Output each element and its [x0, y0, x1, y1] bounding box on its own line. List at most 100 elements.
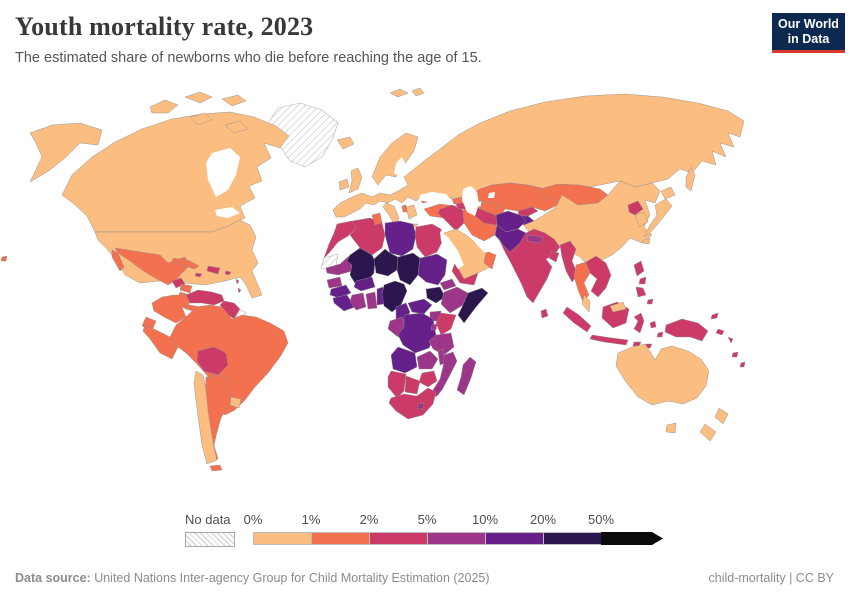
- region-uruguay[interactable]: [229, 396, 242, 409]
- region-chad[interactable]: [396, 252, 421, 286]
- region-libya[interactable]: [384, 220, 417, 257]
- region-mozambique[interactable]: [432, 351, 458, 398]
- region-chile[interactable]: [193, 370, 218, 465]
- region-oman[interactable]: [483, 250, 497, 270]
- region-svalbard[interactable]: [411, 87, 425, 97]
- region-arctic-islands[interactable]: [184, 91, 213, 104]
- region-japan[interactable]: [660, 186, 676, 200]
- legend-bin[interactable]: [311, 532, 369, 545]
- region-japan[interactable]: [643, 198, 673, 238]
- region-south-korea[interactable]: [634, 211, 649, 228]
- region-philippines[interactable]: [635, 286, 647, 298]
- region-drc[interactable]: [397, 312, 437, 354]
- region-venezuela[interactable]: [185, 289, 225, 306]
- region-malaysia-borneo[interactable]: [609, 301, 627, 313]
- region-bismarck[interactable]: [710, 312, 719, 320]
- region-morocco[interactable]: [323, 220, 358, 259]
- region-europe-russia[interactable]: [332, 93, 745, 218]
- region-ghana[interactable]: [365, 291, 378, 310]
- region-albania[interactable]: [401, 204, 408, 213]
- region-new-guinea[interactable]: [664, 318, 709, 342]
- region-madagascar[interactable]: [456, 356, 477, 396]
- region-zambia[interactable]: [416, 350, 439, 370]
- region-sakhalin[interactable]: [685, 166, 696, 192]
- region-philippines[interactable]: [633, 260, 645, 277]
- region-solomon[interactable]: [715, 328, 725, 336]
- region-new-zealand[interactable]: [699, 423, 717, 442]
- region-honduras[interactable]: [179, 283, 193, 294]
- region-cote-divoire[interactable]: [349, 292, 367, 311]
- region-sulawesi[interactable]: [633, 312, 645, 334]
- region-lesotho[interactable]: [416, 402, 425, 410]
- region-burkina-faso[interactable]: [353, 276, 376, 292]
- region-philippines[interactable]: [638, 276, 647, 285]
- region-sierra-leone-liberia[interactable]: [332, 294, 356, 312]
- region-kazakhstan[interactable]: [464, 182, 563, 212]
- region-iraq-syria[interactable]: [437, 204, 465, 232]
- region-sudan[interactable]: [417, 253, 448, 286]
- legend-bin[interactable]: [253, 532, 311, 545]
- region-namibia[interactable]: [387, 370, 407, 399]
- region-new-zealand[interactable]: [714, 407, 729, 425]
- region-angola[interactable]: [390, 346, 418, 374]
- region-yemen[interactable]: [451, 262, 479, 286]
- legend-bin[interactable]: [427, 532, 485, 545]
- region-rwanda-burundi[interactable]: [430, 323, 438, 331]
- region-tunisia[interactable]: [371, 212, 383, 226]
- region-north-korea[interactable]: [627, 200, 644, 216]
- region-hawaii[interactable]: [0, 255, 8, 262]
- region-ireland[interactable]: [338, 178, 350, 191]
- region-antilles[interactable]: [237, 287, 242, 294]
- region-arctic-islands[interactable]: [149, 99, 179, 114]
- region-kenya[interactable]: [435, 312, 457, 336]
- legend-bin[interactable]: [543, 532, 601, 545]
- region-senegal[interactable]: [326, 276, 343, 289]
- region-moluccas[interactable]: [656, 331, 664, 338]
- legend-bin[interactable]: [485, 532, 543, 545]
- region-south-sudan[interactable]: [425, 286, 446, 304]
- legend-bin-max-arrow[interactable]: [601, 532, 663, 545]
- region-bangladesh[interactable]: [548, 250, 560, 263]
- license-note[interactable]: child-mortality | CC BY: [708, 571, 835, 585]
- region-tierra-del-fuego[interactable]: [209, 464, 223, 472]
- region-greece[interactable]: [405, 204, 418, 220]
- owid-logo[interactable]: Our World in Data: [772, 13, 845, 53]
- region-java[interactable]: [589, 334, 629, 346]
- region-somalia[interactable]: [457, 287, 489, 324]
- legend-bin[interactable]: [369, 532, 427, 545]
- region-colombia[interactable]: [151, 294, 191, 324]
- region-uk[interactable]: [348, 167, 363, 194]
- region-moluccas[interactable]: [649, 320, 657, 329]
- region-egypt[interactable]: [414, 223, 444, 258]
- region-solomon[interactable]: [727, 336, 734, 344]
- region-philippines[interactable]: [646, 298, 654, 305]
- region-hispaniola[interactable]: [206, 265, 221, 275]
- region-south-africa[interactable]: [388, 387, 437, 420]
- region-alaska[interactable]: [29, 122, 103, 183]
- region-puerto-rico[interactable]: [224, 270, 232, 276]
- region-japan[interactable]: [642, 237, 651, 245]
- region-cuba[interactable]: [171, 257, 200, 270]
- region-jamaica[interactable]: [194, 272, 203, 278]
- region-thailand[interactable]: [573, 261, 591, 303]
- region-malay-peninsula[interactable]: [581, 294, 591, 313]
- legend-no-data-swatch[interactable]: [185, 532, 235, 547]
- region-arctic-islands[interactable]: [189, 112, 213, 126]
- region-nepal[interactable]: [526, 234, 544, 244]
- region-eritrea[interactable]: [439, 278, 457, 291]
- region-arctic-islands[interactable]: [221, 94, 247, 107]
- region-arctic-islands[interactable]: [224, 120, 249, 134]
- region-baja-california[interactable]: [111, 249, 125, 272]
- region-iceland[interactable]: [336, 136, 355, 150]
- region-indochina[interactable]: [585, 255, 612, 298]
- region-guatemala[interactable]: [171, 277, 186, 289]
- region-australia[interactable]: [615, 343, 710, 406]
- region-botswana[interactable]: [404, 375, 421, 395]
- region-scandinavia[interactable]: [371, 132, 419, 186]
- region-brazil[interactable]: [169, 304, 289, 416]
- region-svalbard[interactable]: [389, 88, 409, 98]
- region-vanuatu[interactable]: [731, 351, 739, 358]
- region-bolivia[interactable]: [196, 346, 229, 376]
- region-antilles[interactable]: [235, 278, 240, 285]
- region-zimbabwe[interactable]: [418, 370, 438, 388]
